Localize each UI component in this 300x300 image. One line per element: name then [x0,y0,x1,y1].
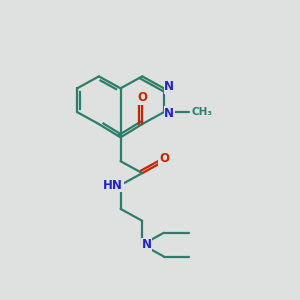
Text: O: O [159,152,169,166]
Text: CH₃: CH₃ [192,107,213,117]
Text: HN: HN [103,178,123,192]
Text: N: N [164,80,174,93]
Text: N: N [164,107,174,120]
Text: O: O [137,92,147,104]
Text: N: N [142,238,152,251]
